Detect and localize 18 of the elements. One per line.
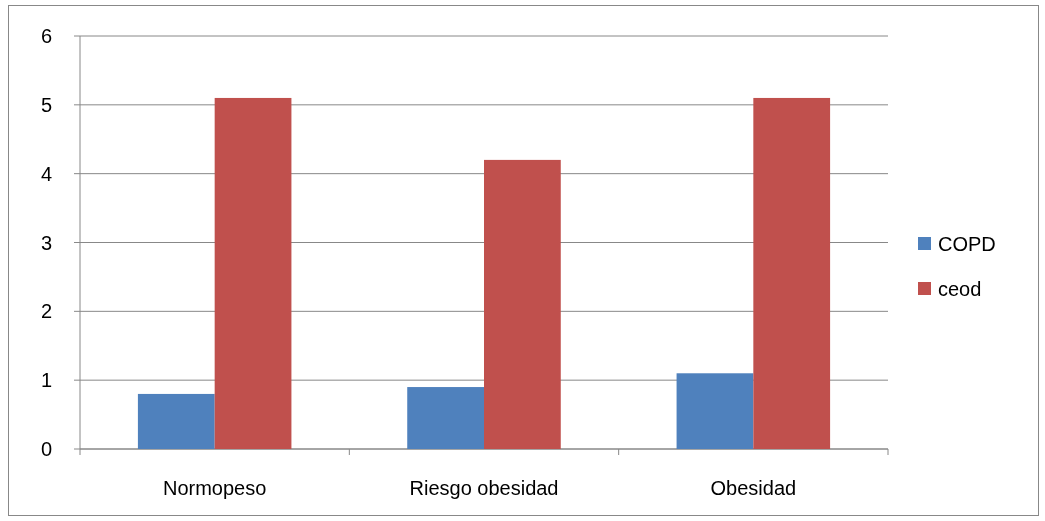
bar: [214, 97, 292, 449]
bar: [407, 387, 484, 449]
legend-label: COPD: [938, 233, 996, 255]
y-tick-label: 0: [40, 438, 52, 460]
bar: [676, 373, 754, 449]
y-tick-label: 4: [40, 162, 52, 185]
x-tick-label: Riesgo obesidad: [409, 477, 559, 499]
legend-label: ceod: [938, 278, 982, 300]
bar: [753, 97, 831, 449]
y-tick-label: 2: [40, 300, 52, 323]
x-tick-label: Normopeso: [162, 477, 267, 499]
y-tick-label: 3: [40, 231, 52, 254]
bar: [484, 159, 561, 449]
y-tick-label: 6: [40, 25, 52, 47]
x-tick-label: Obesidad: [710, 477, 797, 499]
y-tick-label: 5: [40, 93, 52, 116]
bar: [137, 393, 215, 449]
y-tick-label: 1: [40, 369, 52, 392]
